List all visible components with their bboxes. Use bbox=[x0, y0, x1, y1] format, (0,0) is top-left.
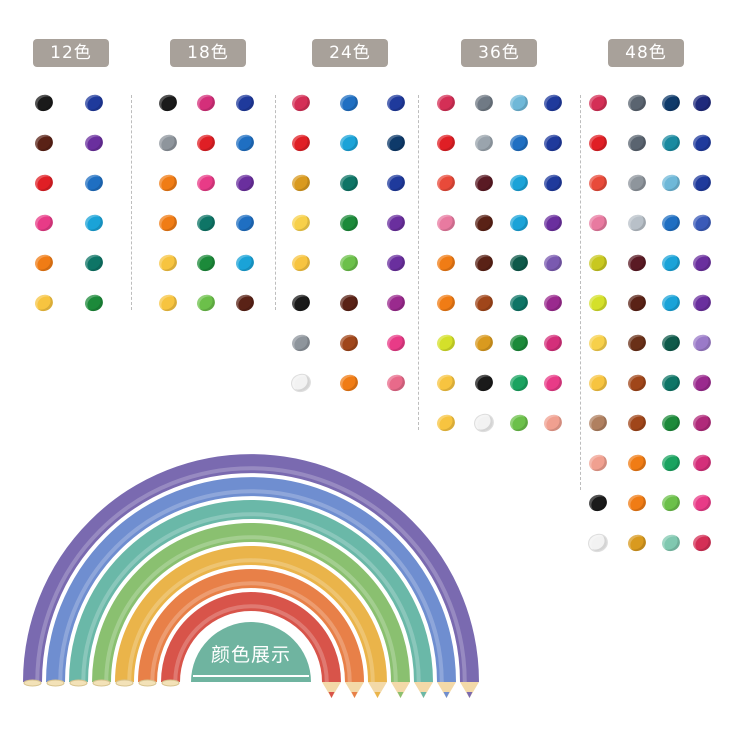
divider bbox=[580, 95, 581, 490]
pencil-tip bbox=[460, 682, 479, 698]
pencil-tip bbox=[391, 682, 410, 698]
pencil-tip bbox=[437, 682, 456, 698]
pencil-end bbox=[161, 679, 180, 687]
pencil-end bbox=[23, 679, 42, 687]
rainbow-pencil-band bbox=[69, 500, 433, 683]
pencil-tip bbox=[368, 682, 387, 698]
tab-36-colors[interactable]: 36色 bbox=[461, 39, 537, 67]
color-display-caption: 颜色展示 bbox=[210, 644, 291, 666]
tab-12-colors[interactable]: 12色 bbox=[33, 39, 109, 67]
pencil-tip bbox=[345, 682, 364, 698]
rainbow-pencil-band bbox=[92, 523, 410, 683]
rainbow-pencil-band bbox=[161, 592, 341, 683]
pencil-end bbox=[69, 679, 88, 687]
tab-24-colors[interactable]: 24色 bbox=[312, 39, 388, 67]
divider bbox=[131, 95, 132, 310]
divider bbox=[275, 95, 276, 310]
rainbow-pencil-band bbox=[138, 569, 364, 683]
divider bbox=[418, 95, 419, 430]
caption-badge bbox=[191, 622, 311, 682]
rainbow-pencil-band bbox=[46, 477, 456, 683]
tab-18-colors[interactable]: 18色 bbox=[170, 39, 246, 67]
pencil-tip bbox=[414, 682, 433, 698]
rainbow-pencil-band bbox=[23, 454, 479, 683]
pencil-end bbox=[138, 679, 157, 687]
rainbow-pencil-band bbox=[115, 546, 387, 683]
pencil-tip bbox=[322, 682, 341, 698]
tab-48-colors[interactable]: 48色 bbox=[608, 39, 684, 67]
pencil-end bbox=[92, 679, 111, 687]
pencil-end bbox=[46, 679, 65, 687]
pencil-end bbox=[115, 679, 134, 687]
